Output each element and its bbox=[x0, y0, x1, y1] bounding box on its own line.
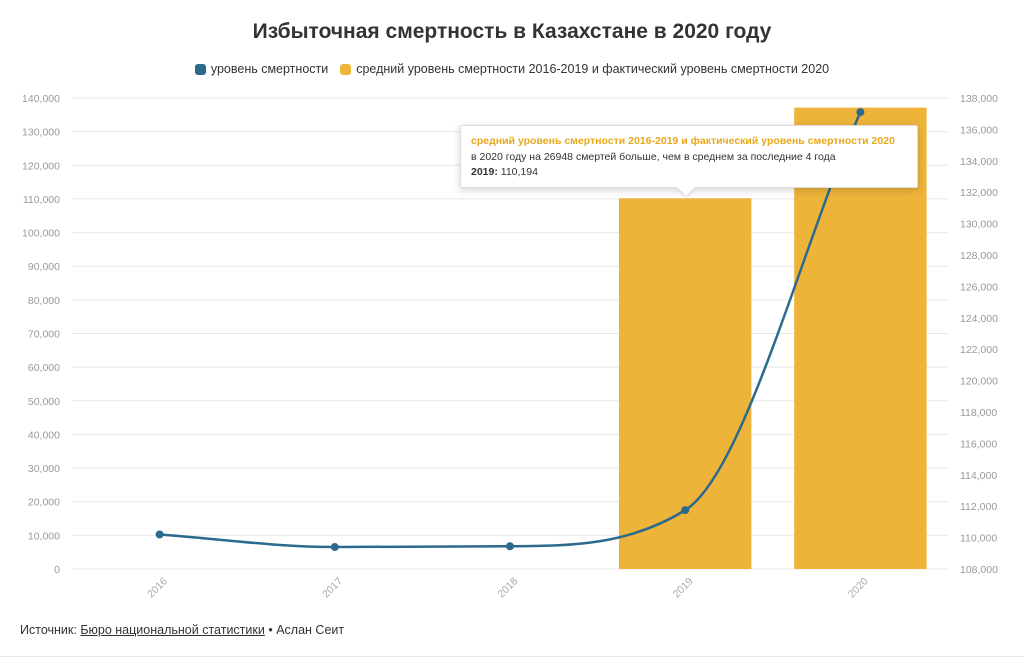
left-axis-tick-label: 80,000 bbox=[28, 295, 60, 307]
tooltip-year: 2019: bbox=[471, 166, 498, 178]
right-axis-tick-label: 120,000 bbox=[960, 376, 998, 388]
tooltip-value-row: 2019: 110,194 bbox=[471, 165, 907, 181]
line-point bbox=[681, 506, 690, 515]
tooltip-value: 110,194 bbox=[500, 166, 538, 178]
left-axis-tick-label: 70,000 bbox=[28, 329, 60, 341]
right-axis-tick-label: 124,000 bbox=[960, 313, 998, 325]
line-series bbox=[159, 111, 862, 549]
legend-item-line[interactable]: уровень смертности bbox=[194, 62, 329, 76]
right-axis-tick-label: 132,000 bbox=[960, 187, 998, 199]
legend: уровень смертности средний уровень смерт… bbox=[0, 62, 1024, 76]
right-axis-tick-label: 134,000 bbox=[960, 156, 998, 168]
x-axis-tick-label: 2016 bbox=[145, 575, 170, 600]
left-axis-tick-label: 60,000 bbox=[28, 362, 60, 374]
right-axis-tick-label: 116,000 bbox=[960, 438, 997, 450]
left-axis-tick-label: 50,000 bbox=[28, 396, 60, 408]
x-axis-tick-label: 2017 bbox=[320, 575, 345, 600]
footer: Источник: Бюро национальной статистики •… bbox=[20, 623, 344, 637]
line-point bbox=[856, 108, 865, 117]
left-axis-tick-label: 110,000 bbox=[23, 194, 60, 206]
right-axis-tick-label: 122,000 bbox=[960, 344, 998, 356]
left-axis-tick-label: 10,000 bbox=[28, 530, 60, 542]
left-axis-tick-label: 100,000 bbox=[22, 228, 60, 240]
right-axis-tick-label: 128,000 bbox=[960, 250, 998, 262]
right-axis-tick-label: 138,000 bbox=[960, 93, 998, 105]
right-axis-tick-label: 118,000 bbox=[960, 407, 997, 419]
tooltip-arrow bbox=[677, 187, 695, 196]
x-axis-tick-label: 2018 bbox=[495, 575, 520, 600]
legend-swatch-bar bbox=[340, 63, 352, 75]
tooltip: средний уровень смертности 2016-2019 и ф… bbox=[460, 125, 918, 188]
left-axis-tick-label: 40,000 bbox=[28, 429, 60, 441]
left-axis-tick-label: 30,000 bbox=[28, 463, 60, 475]
line-point bbox=[155, 530, 164, 539]
legend-label-line: уровень смертности bbox=[210, 62, 329, 76]
line-point bbox=[330, 543, 339, 552]
left-axis-tick-label: 130,000 bbox=[22, 127, 60, 139]
chart-title: Избыточная смертность в Казахстане в 202… bbox=[252, 20, 772, 43]
bottom-divider bbox=[0, 656, 1024, 657]
right-axis-tick-label: 108,000 bbox=[960, 564, 998, 576]
left-axis-tick-label: 90,000 bbox=[28, 261, 60, 273]
legend-item-bar[interactable]: средний уровень смертности 2016-2019 и ф… bbox=[340, 62, 829, 76]
right-axis-tick-label: 112,000 bbox=[960, 501, 997, 513]
footer-separator: • bbox=[268, 623, 273, 637]
legend-swatch-line bbox=[194, 63, 206, 75]
tooltip-text: в 2020 году на 26948 смертей больше, чем… bbox=[471, 150, 836, 163]
left-axis-tick-label: 140,000 bbox=[22, 93, 60, 105]
left-axis-tick-label: 0 bbox=[54, 564, 60, 576]
left-axis-tick-label: 120,000 bbox=[22, 160, 60, 172]
footer-source-label: Источник: bbox=[20, 623, 77, 637]
line-point bbox=[506, 542, 514, 551]
left-axis-tick-label: 20,000 bbox=[28, 497, 60, 509]
footer-author: Аслан Сеит bbox=[276, 623, 345, 637]
right-axis-tick-label: 110,000 bbox=[960, 533, 997, 545]
footer-source-link[interactable]: Бюро национальной статистики bbox=[80, 623, 265, 637]
right-axis-tick-label: 114,000 bbox=[960, 470, 997, 482]
right-axis-tick-label: 130,000 bbox=[960, 219, 998, 231]
x-axis-tick-label: 2020 bbox=[846, 575, 871, 600]
right-axis-tick-label: 136,000 bbox=[960, 124, 998, 136]
tooltip-title: средний уровень смертности 2016-2019 и ф… bbox=[471, 135, 895, 147]
legend-label-bar: средний уровень смертности 2016-2019 и ф… bbox=[356, 62, 830, 76]
right-axis-tick-label: 126,000 bbox=[960, 281, 998, 293]
x-axis-tick-label: 2019 bbox=[671, 575, 696, 600]
